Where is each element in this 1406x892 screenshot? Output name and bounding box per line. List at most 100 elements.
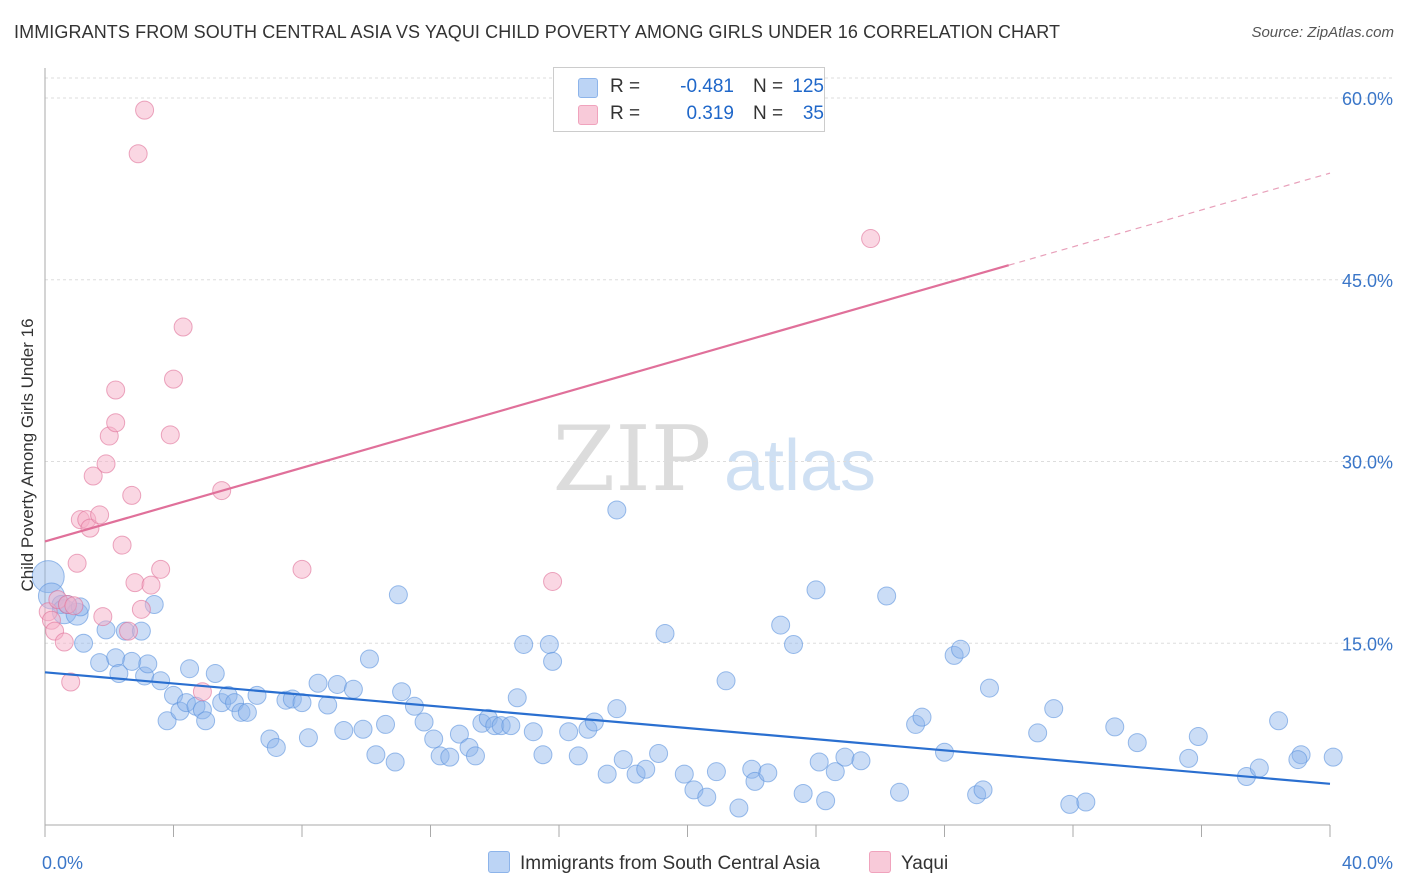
yaqui-data-point bbox=[96, 454, 116, 474]
immigrants-data-point bbox=[237, 702, 257, 722]
immigrants-data-point bbox=[851, 751, 871, 771]
immigrants-data-point bbox=[218, 685, 238, 705]
y-tick-label: 60.0% bbox=[1342, 89, 1393, 109]
immigrants-data-point bbox=[247, 685, 267, 705]
immigrants-data-point bbox=[626, 764, 646, 784]
y-tick-label: 15.0% bbox=[1342, 634, 1393, 654]
x-tick-label: 40.0% bbox=[1342, 853, 1393, 873]
immigrants-data-point bbox=[716, 671, 736, 691]
yaqui-data-point bbox=[90, 505, 110, 525]
n-label: N = bbox=[753, 76, 784, 97]
source-label: Source: ZipAtlas.com bbox=[1251, 24, 1394, 41]
legend-label: Immigrants from South Central Asia bbox=[520, 853, 820, 874]
immigrants-data-point bbox=[74, 633, 94, 653]
immigrants-data-point bbox=[292, 693, 312, 713]
immigrants-data-point bbox=[568, 746, 588, 766]
immigrants-data-point bbox=[430, 746, 450, 766]
immigrants-data-point bbox=[176, 693, 196, 713]
immigrants-data-point bbox=[1179, 748, 1199, 768]
immigrants-data-point bbox=[414, 712, 434, 732]
yaqui-data-point bbox=[141, 575, 161, 595]
immigrants-swatch bbox=[578, 78, 598, 98]
correlation-stats-box: R = -0.481 N = 125 R = 0.319 N = 35 bbox=[553, 67, 825, 132]
n-value: 125 bbox=[792, 76, 824, 97]
r-label: R = bbox=[610, 103, 641, 124]
immigrants-trend-line bbox=[44, 671, 1331, 785]
immigrants-data-point bbox=[533, 745, 553, 765]
yaqui-data-point bbox=[543, 571, 563, 591]
immigrants-data-point bbox=[231, 702, 251, 722]
immigrants-data-point bbox=[514, 634, 534, 654]
immigrants-data-point bbox=[90, 653, 110, 673]
immigrants-data-point bbox=[359, 649, 379, 669]
immigrants-data-point bbox=[353, 719, 373, 739]
immigrants-data-point bbox=[1127, 733, 1147, 753]
legend-item-yaqui[interactable]: Yaqui bbox=[869, 851, 948, 877]
immigrants-data-point bbox=[205, 664, 225, 684]
immigrants-data-point bbox=[584, 712, 604, 732]
immigrants-data-point bbox=[806, 580, 826, 600]
immigrants-data-point bbox=[266, 737, 286, 757]
immigrants-data-point bbox=[225, 693, 245, 713]
yaqui-trend-line bbox=[44, 264, 1010, 543]
immigrants-data-point bbox=[366, 745, 386, 765]
immigrants-data-point bbox=[636, 759, 656, 779]
immigrants-data-point bbox=[376, 714, 396, 734]
immigrants-data-point bbox=[649, 744, 669, 764]
immigrants-data-point bbox=[180, 659, 200, 679]
immigrants-data-point bbox=[758, 763, 778, 783]
x-tick-label: 0.0% bbox=[42, 853, 83, 873]
yaqui-data-point bbox=[131, 599, 151, 619]
immigrants-data-point bbox=[559, 722, 579, 742]
y-tick-label: 45.0% bbox=[1342, 271, 1393, 291]
watermark-zip: ZIP bbox=[553, 407, 712, 512]
r-label: R = bbox=[610, 76, 641, 97]
immigrants-data-point bbox=[318, 695, 338, 715]
legend-item-immigrants[interactable]: Immigrants from South Central Asia bbox=[488, 851, 820, 877]
legend-label: Yaqui bbox=[901, 853, 949, 874]
immigrants-data-point bbox=[825, 762, 845, 782]
immigrants-data-point bbox=[816, 791, 836, 811]
yaqui-data-point bbox=[106, 380, 126, 400]
immigrants-data-point bbox=[613, 750, 633, 770]
yaqui-data-point bbox=[151, 559, 171, 579]
immigrants-data-point bbox=[308, 673, 328, 693]
immigrants-data-point bbox=[449, 724, 469, 744]
immigrants-data-point bbox=[706, 762, 726, 782]
yaqui-trend-extension bbox=[1008, 172, 1331, 266]
immigrants-data-point bbox=[334, 720, 354, 740]
immigrants-data-point bbox=[877, 586, 897, 606]
yaqui-data-point bbox=[54, 632, 74, 652]
immigrants-data-point bbox=[1269, 711, 1289, 731]
immigrants-data-point bbox=[385, 752, 405, 772]
immigrants-data-point bbox=[343, 679, 363, 699]
immigrants-data-point bbox=[327, 674, 347, 694]
immigrants-data-point bbox=[1249, 758, 1269, 778]
yaqui-data-point bbox=[164, 369, 183, 389]
immigrants-data-point bbox=[809, 752, 829, 772]
y-tick-label: 30.0% bbox=[1342, 453, 1393, 473]
immigrants-data-point bbox=[424, 729, 444, 749]
immigrants-data-point bbox=[465, 746, 485, 766]
immigrants-data-point bbox=[674, 764, 694, 784]
immigrants-data-point bbox=[935, 742, 954, 762]
immigrants-data-point bbox=[138, 654, 158, 674]
yaqui-data-point bbox=[83, 466, 103, 486]
immigrants-data-point bbox=[392, 682, 412, 702]
immigrants-data-point bbox=[1028, 723, 1048, 743]
immigrants-data-point bbox=[539, 634, 559, 654]
immigrants-data-point bbox=[106, 648, 126, 668]
yaqui-data-point bbox=[106, 413, 126, 433]
immigrants-data-point bbox=[122, 651, 142, 671]
immigrants-data-point bbox=[31, 560, 65, 594]
immigrants-data-point bbox=[655, 624, 675, 644]
yaqui-data-point bbox=[112, 535, 132, 555]
immigrants-data-point bbox=[1105, 717, 1125, 737]
immigrants-data-point bbox=[793, 783, 813, 803]
immigrants-data-point bbox=[742, 759, 762, 779]
immigrants-legend-swatch bbox=[488, 851, 510, 873]
yaqui-data-point bbox=[135, 100, 155, 120]
immigrants-data-point bbox=[729, 798, 749, 818]
immigrants-data-point bbox=[404, 696, 424, 716]
